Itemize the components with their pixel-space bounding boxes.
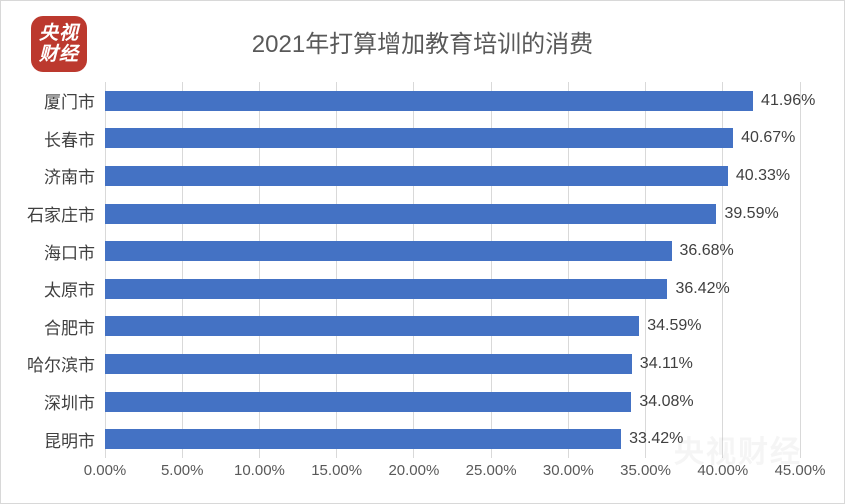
category-label: 合肥市 — [44, 318, 95, 338]
gridline — [336, 82, 338, 458]
logo-line2: 财经 — [38, 44, 79, 65]
chart-title: 2021年打算增加教育培训的消费 — [251, 31, 594, 58]
plot-area: 厦门市 41.96% 长春市 40.67% 济南市 40.33% 石家庄市 39.59% 海口市… — [9, 82, 815, 458]
bar — [105, 128, 734, 149]
bar — [105, 90, 754, 111]
gridline — [645, 82, 647, 458]
bar-track: 33.42% — [105, 429, 800, 450]
bar-row: 济南市 40.33% — [9, 157, 800, 195]
x-axis-tick-label: 0.00% — [83, 462, 127, 479]
bar-track: 40.33% — [105, 165, 800, 186]
x-axis-tick-label: 45.00% — [774, 462, 826, 479]
category-label: 厦门市 — [44, 93, 95, 113]
bar-row: 海口市 36.68% — [9, 232, 800, 270]
bar-value-label: 40.67% — [741, 129, 796, 147]
gridline — [799, 82, 801, 458]
bar-value-label: 36.68% — [679, 242, 734, 260]
x-axis-tick-label: 35.00% — [620, 462, 671, 479]
category-label: 深圳市 — [44, 394, 95, 414]
bar-track: 36.68% — [105, 241, 800, 262]
bar-track: 34.11% — [105, 353, 800, 374]
bar-row: 哈尔滨市 34.11% — [9, 345, 800, 383]
gridlines — [104, 82, 801, 458]
bar-row: 太原市 36.42% — [9, 270, 800, 308]
bar-row: 厦门市 41.96% — [9, 82, 815, 120]
bar-row: 合肥市 34.59% — [9, 308, 800, 346]
category-label: 太原市 — [44, 281, 95, 301]
gridline — [258, 82, 260, 458]
bar — [105, 278, 668, 299]
category-label: 海口市 — [44, 243, 95, 263]
category-label: 哈尔滨市 — [27, 356, 95, 376]
bar-value-label: 34.59% — [647, 317, 702, 335]
logo-line1: 央视 — [38, 23, 79, 44]
bar-row: 深圳市 34.08% — [9, 383, 800, 421]
bar — [105, 316, 640, 337]
x-axis-tick-label: 10.00% — [234, 462, 285, 479]
cctv-finance-logo: 央视 财经 — [31, 16, 87, 72]
bar — [105, 429, 622, 450]
bar-track: 36.42% — [105, 278, 800, 299]
category-label: 济南市 — [44, 168, 95, 188]
category-label: 石家庄市 — [27, 206, 95, 226]
bar-track: 34.59% — [105, 316, 800, 337]
bar-track: 34.08% — [105, 391, 800, 412]
bar-row: 石家庄市 39.59% — [9, 195, 800, 233]
bar — [105, 391, 632, 412]
bar-value-label: 39.59% — [724, 204, 779, 222]
gridline — [413, 82, 415, 458]
bar — [105, 165, 728, 186]
bar — [105, 241, 672, 262]
category-label: 长春市 — [44, 130, 95, 150]
bar-row: 长春市 40.67% — [9, 120, 800, 158]
bar-track: 41.96% — [105, 90, 815, 111]
bar-value-label: 41.96% — [761, 91, 816, 109]
gridline — [567, 82, 569, 458]
bar-value-label: 34.08% — [639, 392, 694, 410]
bar-track: 40.67% — [105, 128, 800, 149]
gridline — [181, 82, 183, 458]
category-label: 昆明市 — [44, 431, 95, 451]
x-axis-tick-label: 30.00% — [542, 462, 594, 479]
x-axis-tick-label: 15.00% — [311, 462, 363, 479]
x-axis-tick-label: 20.00% — [388, 462, 440, 479]
x-axis: 0.00% 5.00% 10.00% 15.00% 20.00% 25.00% 30.00%… — [84, 462, 826, 482]
gridline — [490, 82, 492, 458]
bar — [105, 203, 717, 224]
bar-track: 39.59% — [105, 203, 800, 224]
bar-value-label: 33.42% — [629, 430, 684, 448]
gridline — [722, 82, 724, 458]
bar-value-label: 40.33% — [735, 166, 791, 184]
bar-row: 昆明市 33.42% — [9, 420, 800, 458]
x-axis-tick-label: 40.00% — [697, 462, 749, 479]
bar-value-label: 36.42% — [675, 279, 730, 297]
gridline — [104, 82, 106, 458]
x-axis-tick-label: 5.00% — [160, 462, 204, 479]
bar — [105, 353, 632, 374]
bar-value-label: 34.11% — [639, 354, 693, 372]
x-axis-tick-label: 25.00% — [465, 462, 517, 479]
